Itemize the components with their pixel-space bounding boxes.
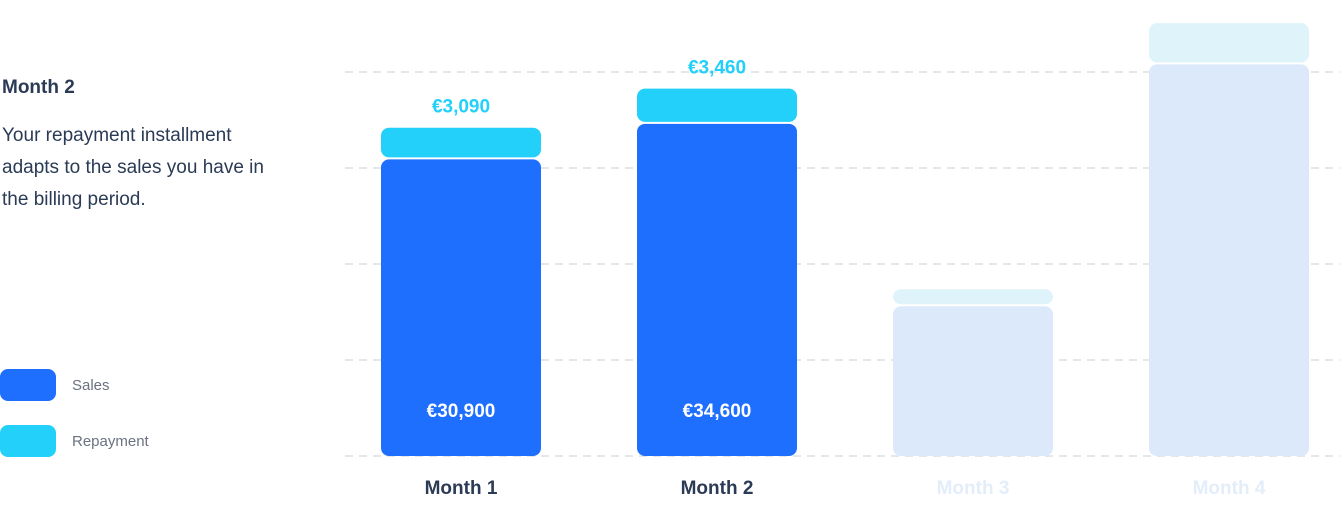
x-tick-label: Month 2 (681, 478, 754, 499)
value-label: €34,600 (683, 401, 752, 422)
repayment-bar (893, 289, 1053, 305)
repayment-bar (1149, 23, 1309, 63)
sales-bar (1149, 64, 1309, 456)
panel-text: Your repayment installment adapts to the… (2, 125, 264, 210)
x-tick-label: Month 1 (425, 478, 498, 499)
value-label: €30,900 (427, 401, 496, 422)
x-tick-label: Month 3 (937, 478, 1010, 499)
sales-bar (893, 306, 1053, 456)
repayment-bar (381, 127, 541, 158)
legend-swatch (0, 369, 56, 401)
panel-title: Month 2 (2, 77, 75, 98)
sales-bar (637, 123, 797, 456)
repayment-bar (637, 88, 797, 122)
legend-label: Repayment (72, 433, 150, 450)
legend-label: Sales (72, 377, 110, 394)
value-label: €3,090 (432, 97, 490, 118)
info-panel: Month 2 Your repayment installment adapt… (2, 74, 272, 216)
legend-swatch (0, 425, 56, 457)
sales-bar (381, 159, 541, 457)
x-tick-label: Month 4 (1193, 478, 1266, 499)
value-label: €3,460 (688, 58, 746, 79)
